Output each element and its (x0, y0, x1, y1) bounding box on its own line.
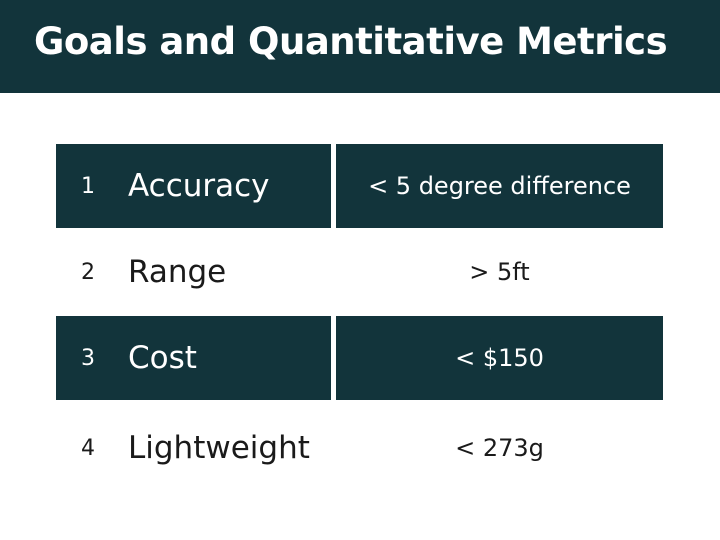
row-right-cell: < 5 degree difference (336, 144, 663, 228)
row-right-cell: < 273g (336, 406, 663, 490)
row-value: < 5 degree difference (368, 172, 631, 200)
row-label: Range (128, 254, 227, 290)
row-value: > 5ft (469, 258, 530, 286)
title: Goals and Quantitative Metrics (34, 20, 668, 63)
row-value: < $150 (455, 344, 544, 372)
row-number: 2 (81, 259, 95, 285)
row-right-cell: < $150 (336, 316, 663, 400)
row-left-cell: 4 Lightweight (56, 406, 331, 490)
row-left-cell: 3 Cost (56, 316, 331, 400)
row-label: Accuracy (128, 168, 270, 204)
row-number: 3 (81, 345, 95, 371)
row-number: 4 (81, 435, 95, 461)
row-left-cell: 1 Accuracy (56, 144, 331, 228)
row-left-cell: 2 Range (56, 230, 331, 314)
row-value: < 273g (455, 434, 544, 462)
row-right-cell: > 5ft (336, 230, 663, 314)
row-label: Lightweight (128, 430, 310, 466)
header-bar: Goals and Quantitative Metrics (0, 0, 720, 93)
row-label: Cost (128, 340, 197, 376)
row-number: 1 (81, 173, 95, 199)
